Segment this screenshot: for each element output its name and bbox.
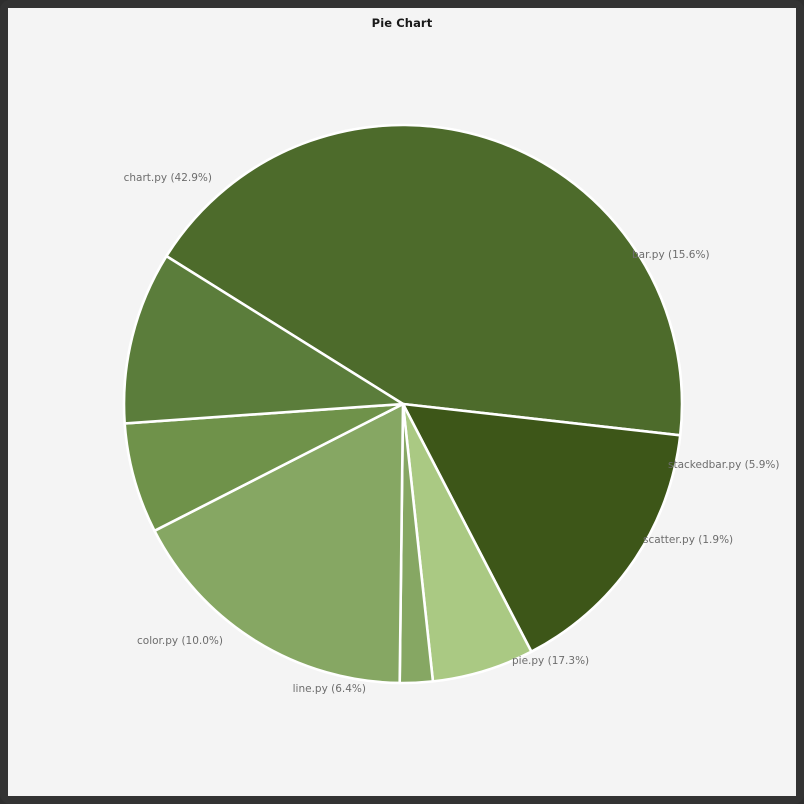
pie-chart[interactable] — [8, 8, 796, 796]
pie-slice-group — [122, 123, 684, 685]
pie-slice-line-py[interactable] — [123, 402, 405, 533]
pie-slice-pie-py[interactable] — [153, 402, 405, 685]
pie-label-color-py: color.py (10.0%) — [137, 635, 223, 647]
pie-label-stackedbar-py: stackedbar.py (5.9%) — [668, 459, 780, 471]
pie-label-pie-py: pie.py (17.3%) — [512, 655, 590, 667]
pie-label-line-py: line.py (6.4%) — [292, 683, 366, 695]
page-title: Pie Chart — [371, 16, 433, 30]
pie-label-bar-py: bar.py (15.6%) — [632, 249, 710, 261]
pie-label-scatter-py: scatter.py (1.9%) — [643, 534, 734, 546]
pie-slice-color-py[interactable] — [122, 254, 405, 425]
pie-slice-bar-py[interactable] — [401, 402, 682, 654]
pie-label-chart-py: chart.py (42.9%) — [123, 172, 212, 184]
pie-slice-chart-py[interactable] — [165, 123, 684, 437]
plot-canvas: Pie Chart chart.py (42.9%) bar.py (15.6%)… — [8, 8, 796, 796]
